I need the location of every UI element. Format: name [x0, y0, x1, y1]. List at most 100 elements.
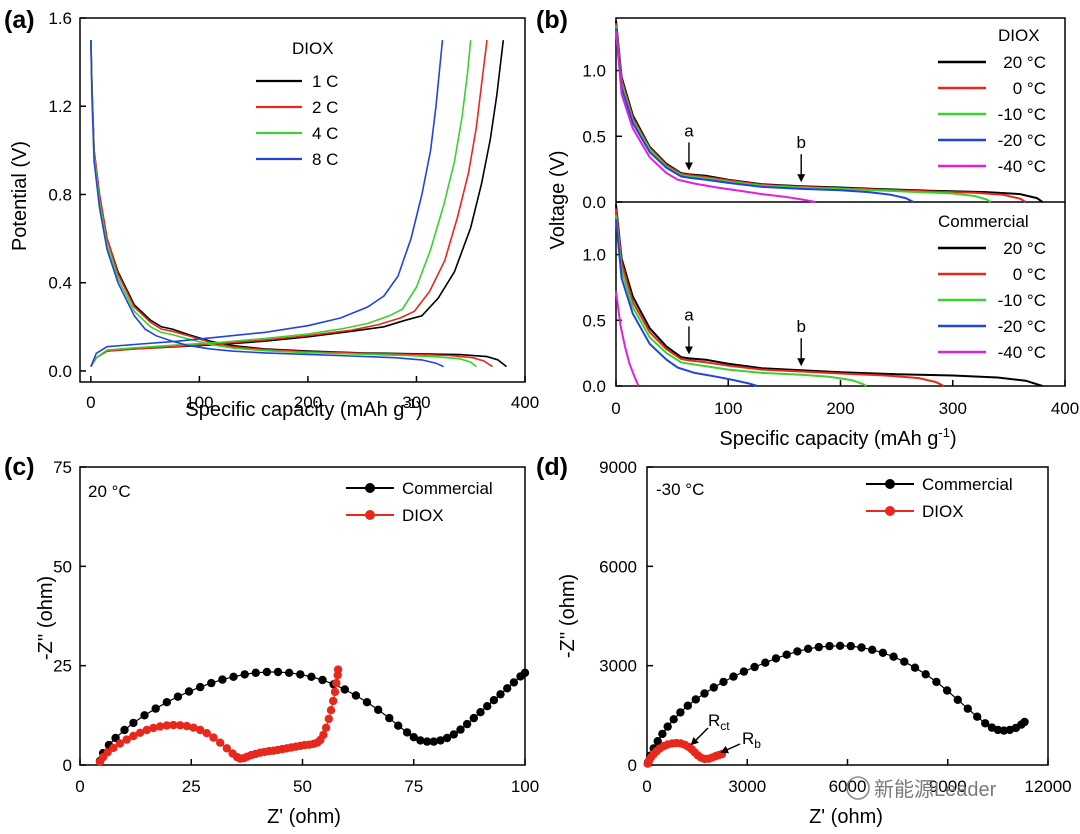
panel-a-ytick-label: 1.6 [48, 9, 72, 28]
data-point [149, 723, 158, 733]
panel-a-xtick-label: 100 [185, 393, 213, 412]
watermark: 新能源Leader [846, 776, 997, 801]
panel-b-ytick-label: 0.5 [582, 311, 606, 330]
panel-a-xtick-label: 200 [294, 393, 322, 412]
panel-b-arrows: a b a b [684, 121, 806, 367]
data-point [142, 725, 151, 735]
data-point [332, 678, 341, 688]
data-point [729, 672, 738, 681]
data-point [374, 705, 383, 714]
legend-label-20-c: 20 °C [1003, 239, 1046, 258]
data-point [196, 682, 205, 692]
data-point [402, 728, 412, 737]
panel-b-ytick-label: 0.0 [582, 377, 606, 396]
data-point [503, 684, 512, 693]
panel-b-ticks: 0 100 200 300 400 0.0 0.5 1.0 0.0 0.5 1.0 [582, 62, 1079, 418]
panel-b-label: (b) [536, 6, 568, 34]
data-point [182, 721, 191, 731]
data-point [835, 641, 845, 650]
panel-b-xlabel-main: Specific capacity (mAh g [719, 428, 938, 450]
rct-label: Rct [708, 711, 730, 733]
panel-c-ticks: 0 25 50 75 100 0 25 50 75 [53, 458, 539, 796]
series-commercial [643, 641, 1029, 767]
series-8-c-discharge [90, 40, 444, 368]
xtick-label: 0 [642, 777, 651, 796]
series-commercial-40-c [615, 291, 640, 387]
series-1-c-charge [90, 40, 505, 368]
panel-a-series [90, 40, 507, 368]
panel-a-label: (a) [4, 6, 35, 34]
panel-a-legend-title: DIOX [292, 39, 334, 58]
data-point [683, 701, 692, 710]
data-point [761, 658, 770, 667]
panel-a-xtick-label: 400 [511, 393, 539, 412]
data-point [793, 647, 802, 656]
series-diox-40-c [615, 31, 816, 203]
panel-b-legend: 20 °C 0 °C -10 °C -20 °C -40 °C 20 °C 0 °C -10 … [938, 53, 1046, 362]
data-point [462, 719, 472, 729]
panel-b-ylabel: Voltage (V) [547, 151, 569, 250]
data-point [653, 737, 662, 746]
panel-c-frame [79, 466, 526, 766]
panel-b-xtick-label: 300 [939, 399, 967, 418]
xtick-label: 75 [404, 777, 423, 796]
data-point [416, 736, 425, 745]
panel-a-xlabel-main: Specific capacity (mAh g [185, 399, 404, 421]
xtick-label: 25 [182, 777, 201, 796]
data-point [803, 644, 813, 653]
data-point [330, 687, 340, 697]
data-point [1020, 717, 1029, 727]
panel-c-temp: 20 °C [88, 482, 131, 501]
series-2-c-discharge [90, 40, 493, 368]
xtick-label: 9000 [929, 777, 967, 796]
ytick-label: 9000 [599, 458, 637, 477]
data-point [394, 721, 403, 730]
panel-a-frame [79, 17, 526, 383]
panel-c-series [95, 665, 530, 766]
panel-b-legend-title-bottom: Commercial [938, 212, 1029, 231]
series-diox [95, 665, 343, 766]
ytick-label: 3000 [599, 657, 637, 676]
series-commercial-20-c [615, 204, 1043, 387]
legend-marker-diox [885, 506, 895, 516]
panel-a-xlabel: Specific capacity (mAh g-1) [185, 396, 422, 421]
series-4-c-charge [90, 40, 472, 368]
legend-label-commercial: Commercial [922, 475, 1013, 494]
watermark-text: 新能源Leader [874, 778, 997, 801]
ytick-label: 0 [63, 756, 72, 775]
data-point [846, 641, 855, 651]
panel-d-series [643, 641, 1029, 768]
data-point [196, 725, 205, 735]
data-point [456, 725, 465, 734]
data-point [296, 670, 305, 679]
data-point [889, 652, 898, 661]
data-point [436, 736, 445, 745]
data-point [963, 704, 972, 713]
panel-a-xtick-label: 0 [86, 393, 95, 412]
legend-label-8-c: 8 C [312, 150, 338, 169]
data-point [825, 641, 834, 651]
panel-d-rct-annotation: Rct Rb [690, 711, 761, 754]
legend-marker-commercial [885, 479, 895, 489]
panel-a: (a) 0 100 200 300 400 0.0 0.4 0.8 1.2 1.6 Specifi… [4, 6, 539, 421]
panel-b-series [615, 20, 1044, 387]
data-point [719, 677, 728, 687]
data-point [857, 643, 866, 652]
panel-d-legend: Commercial DIOX [866, 475, 1013, 521]
wechat-icon [846, 776, 870, 800]
data-point [202, 729, 211, 738]
series-2-c-charge [90, 40, 488, 368]
series-commercial-20-c [615, 219, 758, 387]
legend-label-0-c: 0 °C [1013, 79, 1046, 98]
panel-b-xtick-label: 400 [1051, 399, 1079, 418]
panel-b-ytick-label: 1.0 [582, 246, 606, 265]
data-point [218, 675, 227, 684]
ytick-label: 50 [53, 557, 72, 576]
data-point [209, 733, 218, 742]
rb-arrow [720, 743, 741, 754]
legend-label-1-c: 1 C [312, 72, 338, 91]
panel-a-xtick-label: 300 [402, 393, 430, 412]
data-point [122, 735, 131, 744]
data-point [120, 725, 129, 735]
legend-label-4-c: 4 C [312, 124, 338, 143]
